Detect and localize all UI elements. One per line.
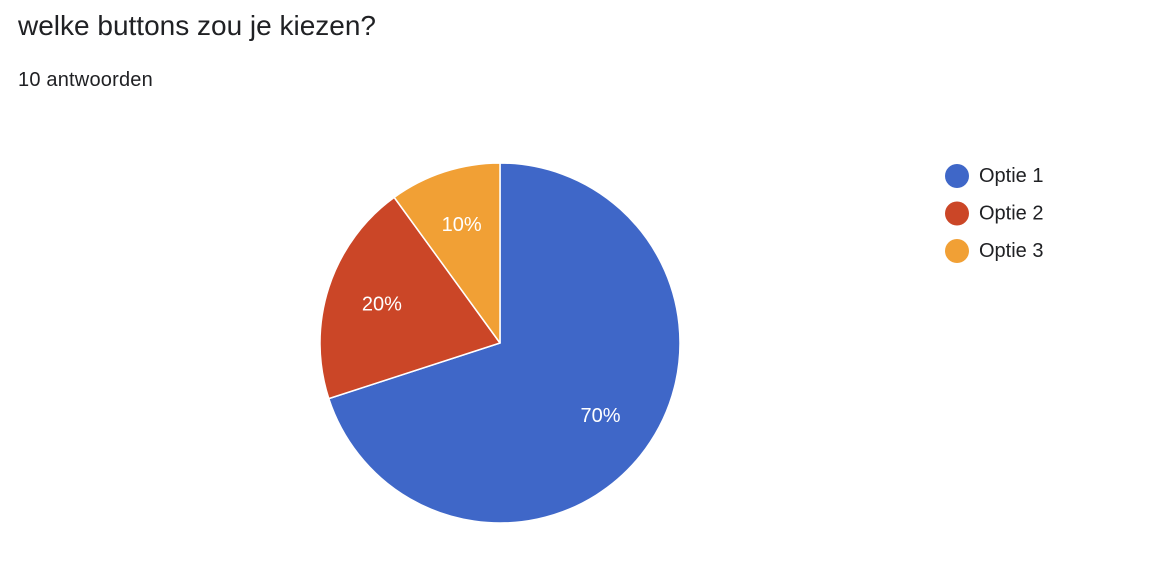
pie-slice-label-optie-3: 10% [442,214,482,236]
pie-labels: 70% 20% 10% [362,214,621,427]
pie-slice-label-optie-1: 70% [580,405,620,427]
pie-slice-optie-2 [319,196,501,400]
chart-legend: Optie 1 Optie 2 Optie 3 [945,164,1043,263]
legend-item-optie-2: Optie 2 [945,201,1043,226]
legend-swatch-optie-2 [945,201,969,226]
legend-swatch-optie-3 [945,239,969,263]
legend-label-optie-2: Optie 2 [979,203,1043,225]
pie-slice-optie-1 [328,162,681,524]
pie-slice-optie-3 [393,162,501,344]
legend-item-optie-3: Optie 3 [945,239,1043,263]
legend-label-optie-1: Optie 1 [979,165,1043,187]
legend-swatch-optie-1 [945,164,969,188]
legend-item-optie-1: Optie 1 [945,164,1043,188]
pie-slice-label-optie-2: 20% [362,294,402,316]
question-title: welke buttons zou je kiezen? [18,10,376,41]
pie-slices [319,162,681,524]
response-count: 10 antwoorden [18,69,153,91]
legend-label-optie-3: Optie 3 [979,240,1043,262]
